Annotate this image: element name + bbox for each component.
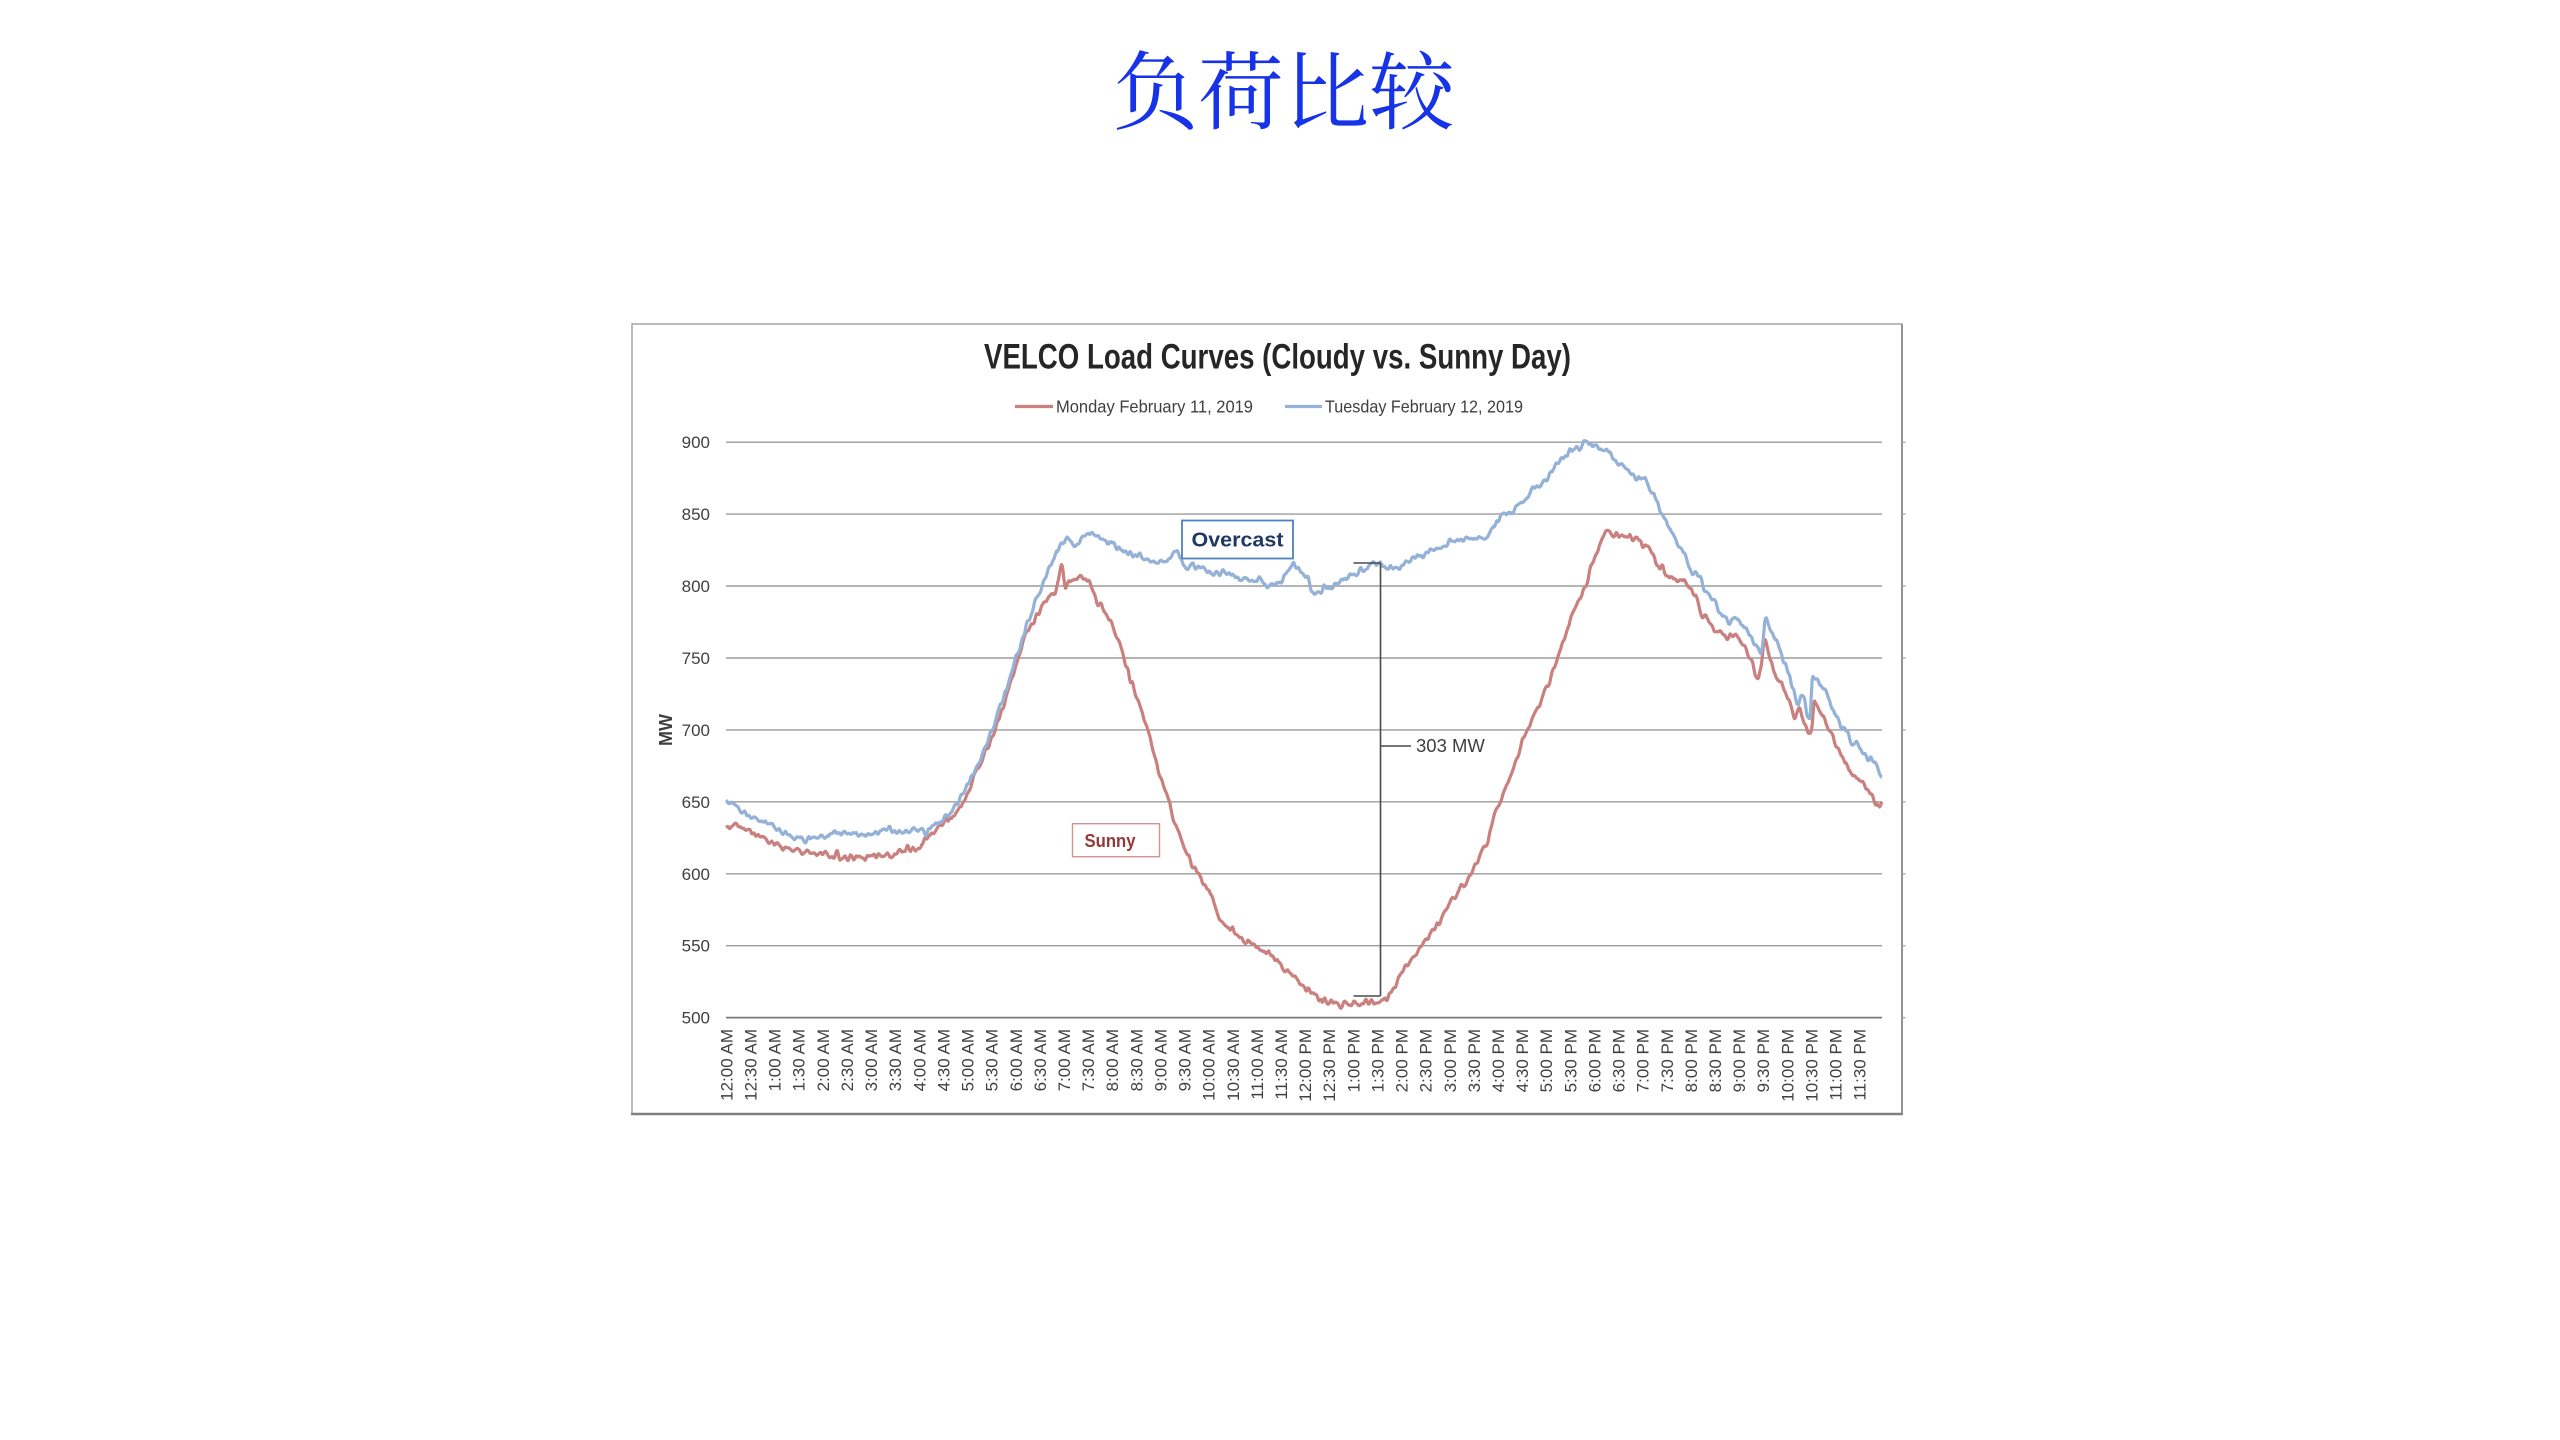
svg-text:5:00 AM: 5:00 AM	[959, 1029, 978, 1091]
svg-text:VELCO Load Curves (Cloudy vs.: VELCO Load Curves (Cloudy vs. Sunny Day)	[984, 337, 1571, 377]
svg-text:700: 700	[682, 721, 710, 740]
svg-text:1:00 PM: 1:00 PM	[1344, 1029, 1363, 1092]
svg-text:1:00 AM: 1:00 AM	[766, 1029, 785, 1091]
svg-text:1:30 AM: 1:30 AM	[790, 1029, 809, 1091]
svg-text:3:00 AM: 3:00 AM	[862, 1029, 881, 1091]
svg-text:8:30 PM: 8:30 PM	[1706, 1029, 1725, 1092]
svg-text:10:30 PM: 10:30 PM	[1803, 1029, 1822, 1102]
svg-text:6:00 PM: 6:00 PM	[1586, 1029, 1605, 1092]
svg-text:600: 600	[682, 865, 710, 884]
svg-text:1:30 PM: 1:30 PM	[1368, 1029, 1387, 1092]
svg-text:7:00 AM: 7:00 AM	[1055, 1029, 1074, 1091]
svg-text:5:30 PM: 5:30 PM	[1561, 1029, 1580, 1092]
svg-text:4:00 AM: 4:00 AM	[910, 1029, 929, 1091]
svg-text:650: 650	[682, 793, 710, 812]
svg-text:12:00 AM: 12:00 AM	[717, 1029, 736, 1101]
svg-text:7:30 AM: 7:30 AM	[1079, 1029, 1098, 1091]
svg-text:3:00 PM: 3:00 PM	[1441, 1029, 1460, 1092]
svg-text:12:30 PM: 12:30 PM	[1320, 1029, 1339, 1102]
svg-text:10:30 AM: 10:30 AM	[1224, 1029, 1243, 1101]
svg-text:500: 500	[682, 1009, 710, 1028]
svg-text:5:30 AM: 5:30 AM	[983, 1029, 1002, 1091]
svg-text:900: 900	[682, 433, 710, 452]
svg-text:8:00 AM: 8:00 AM	[1103, 1029, 1122, 1091]
svg-text:9:30 PM: 9:30 PM	[1754, 1029, 1773, 1092]
svg-text:850: 850	[682, 505, 710, 524]
svg-text:7:00 PM: 7:00 PM	[1634, 1029, 1653, 1092]
svg-text:2:30 AM: 2:30 AM	[838, 1029, 857, 1091]
svg-text:3:30 AM: 3:30 AM	[886, 1029, 905, 1091]
svg-text:2:00 AM: 2:00 AM	[814, 1029, 833, 1091]
svg-text:303 MW: 303 MW	[1416, 735, 1485, 756]
svg-text:10:00 AM: 10:00 AM	[1200, 1029, 1219, 1101]
svg-text:800: 800	[682, 577, 710, 596]
svg-text:11:30 PM: 11:30 PM	[1851, 1029, 1870, 1101]
svg-text:8:00 PM: 8:00 PM	[1682, 1029, 1701, 1092]
svg-text:3:30 PM: 3:30 PM	[1465, 1029, 1484, 1092]
svg-text:11:00 AM: 11:00 AM	[1248, 1029, 1267, 1100]
svg-text:Tuesday February 12, 2019: Tuesday February 12, 2019	[1325, 396, 1523, 416]
svg-text:12:00 PM: 12:00 PM	[1296, 1029, 1315, 1102]
svg-text:9:00 AM: 9:00 AM	[1151, 1029, 1170, 1091]
svg-text:2:30 PM: 2:30 PM	[1417, 1029, 1436, 1092]
svg-text:MW: MW	[656, 714, 676, 746]
svg-text:8:30 AM: 8:30 AM	[1127, 1029, 1146, 1091]
svg-text:5:00 PM: 5:00 PM	[1537, 1029, 1556, 1092]
svg-text:4:30 AM: 4:30 AM	[934, 1029, 953, 1091]
svg-text:7:30 PM: 7:30 PM	[1658, 1029, 1677, 1092]
svg-text:9:00 PM: 9:00 PM	[1730, 1029, 1749, 1092]
svg-text:750: 750	[682, 649, 710, 668]
svg-text:4:00 PM: 4:00 PM	[1489, 1029, 1508, 1092]
svg-text:6:00 AM: 6:00 AM	[1007, 1029, 1026, 1091]
svg-text:Sunny: Sunny	[1085, 830, 1137, 851]
svg-text:550: 550	[682, 937, 710, 956]
svg-text:Overcast: Overcast	[1192, 530, 1284, 552]
svg-text:2:00 PM: 2:00 PM	[1393, 1029, 1412, 1092]
svg-text:11:30 AM: 11:30 AM	[1272, 1029, 1291, 1100]
svg-text:6:30 PM: 6:30 PM	[1610, 1029, 1629, 1092]
svg-text:12:30 AM: 12:30 AM	[742, 1029, 761, 1101]
svg-text:Monday February 11, 2019: Monday February 11, 2019	[1056, 396, 1253, 416]
svg-text:4:30 PM: 4:30 PM	[1513, 1029, 1532, 1092]
svg-text:10:00 PM: 10:00 PM	[1778, 1029, 1797, 1102]
svg-text:11:00 PM: 11:00 PM	[1827, 1029, 1846, 1101]
svg-text:9:30 AM: 9:30 AM	[1176, 1029, 1195, 1091]
svg-text:6:30 AM: 6:30 AM	[1031, 1029, 1050, 1091]
